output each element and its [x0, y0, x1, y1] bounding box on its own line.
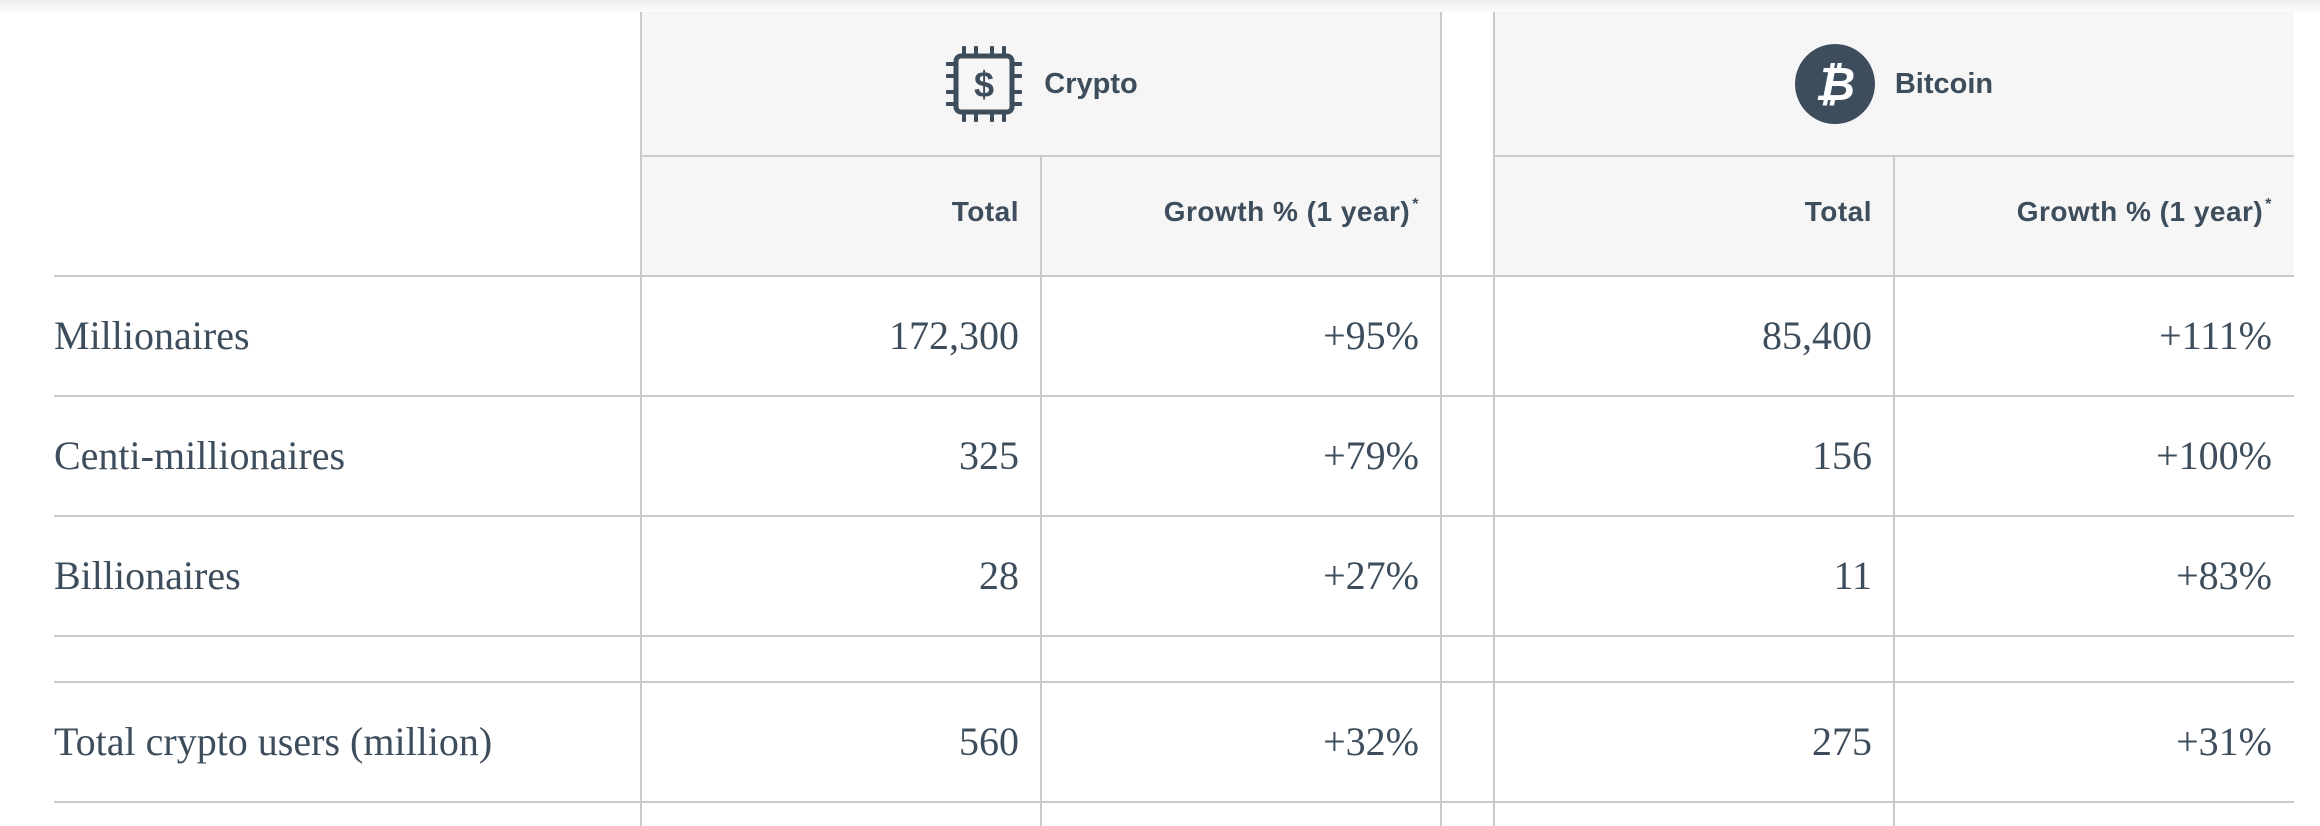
- bitcoin-total-cell: 156: [1812, 433, 1872, 478]
- bitcoin-group-header: ₿ Bitcoin: [1494, 12, 2294, 156]
- bitcoin-growth-header: Growth % (1 year) *: [2016, 196, 2272, 227]
- row-label-millionaires: Millionaires: [54, 313, 250, 358]
- bitcoin-total-cell: 275: [1812, 719, 1872, 764]
- bitcoin-total-header: Total: [1804, 196, 1872, 227]
- bitcoin-growth-cell: +100%: [2156, 433, 2272, 478]
- crypto-total-cell: 560: [959, 719, 1019, 764]
- crypto-growth-cell: +32%: [1323, 719, 1419, 764]
- crypto-total-cell: 28: [979, 553, 1019, 598]
- rule-h: [1494, 155, 2294, 157]
- rule-h: [54, 681, 2294, 683]
- top-shadow: [0, 0, 2320, 14]
- rule-h: [54, 275, 2294, 277]
- rule-h: [54, 801, 2294, 803]
- rule-v: [1493, 12, 1495, 826]
- bitcoin-growth-cell: +83%: [2176, 553, 2272, 598]
- rule-h: [54, 395, 2294, 397]
- rule-h: [54, 635, 2294, 637]
- bitcoin-group-title: Bitcoin: [1894, 67, 1994, 100]
- chip-dollar-icon: $: [944, 44, 1024, 124]
- crypto-total-cell: 172,300: [889, 313, 1019, 358]
- crypto-growth-header: Growth % (1 year) *: [1163, 196, 1419, 227]
- svg-text:₿: ₿: [1815, 57, 1855, 111]
- rule-h: [54, 515, 2294, 517]
- rule-v: [1440, 12, 1442, 826]
- rule-v: [640, 12, 642, 826]
- crypto-growth-cell: +79%: [1323, 433, 1419, 478]
- crypto-total-cell: 325: [959, 433, 1019, 478]
- rule-v: [1893, 156, 1895, 826]
- crypto-total-header: Total: [951, 196, 1019, 227]
- rule-v: [1040, 156, 1042, 826]
- crypto-group-header: $ Crypto: [641, 12, 1441, 156]
- crypto-group-title: Crypto: [1044, 67, 1138, 100]
- crypto-growth-cell: +27%: [1323, 553, 1419, 598]
- bitcoin-icon: ₿: [1794, 44, 1875, 124]
- row-label-centi-millionaires: Centi-millionaires: [54, 433, 346, 478]
- crypto-growth-cell: +95%: [1323, 313, 1419, 358]
- bitcoin-total-cell: 85,400: [1762, 313, 1872, 358]
- bitcoin-growth-cell: +111%: [2159, 313, 2272, 358]
- row-label-total-crypto-users: Total crypto users (million): [54, 719, 493, 764]
- bitcoin-total-cell: 11: [1833, 553, 1872, 598]
- bitcoin-growth-cell: +31%: [2176, 719, 2272, 764]
- rule-h: [641, 155, 1441, 157]
- svg-text:$: $: [974, 64, 994, 105]
- row-label-billionaires: Billionaires: [54, 553, 241, 598]
